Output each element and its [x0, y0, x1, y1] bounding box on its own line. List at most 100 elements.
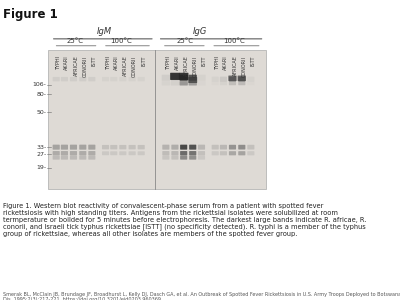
Text: Figure 1: Figure 1 [3, 8, 58, 21]
FancyBboxPatch shape [138, 77, 145, 81]
Text: AFRICAE: AFRICAE [232, 56, 238, 76]
Text: TYPHI: TYPHI [166, 56, 171, 70]
Text: ISTT: ISTT [202, 56, 206, 66]
FancyBboxPatch shape [229, 145, 236, 149]
Text: ISTT: ISTT [251, 56, 256, 66]
FancyBboxPatch shape [171, 75, 179, 81]
FancyBboxPatch shape [228, 76, 237, 81]
FancyBboxPatch shape [53, 151, 60, 155]
FancyBboxPatch shape [119, 77, 126, 81]
FancyBboxPatch shape [188, 81, 197, 85]
FancyBboxPatch shape [79, 151, 86, 155]
Text: ISTT: ISTT [92, 56, 97, 66]
FancyBboxPatch shape [138, 151, 145, 155]
FancyBboxPatch shape [53, 145, 60, 150]
Text: Figure 1. Western blot reactivity of convalescent-phase serum from a patient wit: Figure 1. Western blot reactivity of con… [3, 203, 366, 237]
FancyBboxPatch shape [79, 77, 86, 81]
FancyBboxPatch shape [61, 77, 68, 81]
FancyBboxPatch shape [198, 151, 205, 155]
FancyBboxPatch shape [212, 81, 219, 85]
FancyBboxPatch shape [198, 145, 205, 150]
Text: Smerak BL, McClain JB, Brundage JF, Broadhurst L, Kelly DJ, Dasch GA, et al. An : Smerak BL, McClain JB, Brundage JF, Broa… [3, 292, 400, 300]
FancyBboxPatch shape [212, 145, 219, 149]
Text: AKARI: AKARI [175, 56, 180, 70]
FancyBboxPatch shape [128, 151, 136, 155]
FancyBboxPatch shape [220, 76, 227, 82]
FancyBboxPatch shape [119, 151, 126, 155]
FancyBboxPatch shape [171, 156, 178, 160]
Text: 33-: 33- [36, 145, 47, 150]
FancyBboxPatch shape [180, 75, 188, 81]
FancyBboxPatch shape [180, 156, 187, 160]
Text: AFRICAE: AFRICAE [123, 56, 128, 76]
FancyBboxPatch shape [79, 145, 86, 150]
FancyBboxPatch shape [162, 145, 170, 150]
Text: 25°C: 25°C [176, 38, 194, 44]
FancyBboxPatch shape [128, 77, 136, 81]
FancyBboxPatch shape [197, 75, 206, 81]
FancyBboxPatch shape [119, 145, 126, 149]
FancyBboxPatch shape [238, 76, 246, 81]
Text: 100°C: 100°C [224, 38, 245, 44]
FancyBboxPatch shape [88, 77, 96, 81]
FancyBboxPatch shape [162, 151, 170, 155]
FancyBboxPatch shape [162, 81, 170, 85]
FancyBboxPatch shape [247, 145, 254, 149]
FancyBboxPatch shape [189, 151, 196, 155]
FancyBboxPatch shape [88, 145, 96, 150]
FancyBboxPatch shape [61, 156, 68, 160]
FancyBboxPatch shape [70, 151, 77, 155]
FancyBboxPatch shape [238, 151, 245, 155]
FancyBboxPatch shape [198, 156, 205, 160]
FancyBboxPatch shape [128, 145, 136, 149]
Text: TYPHI: TYPHI [56, 56, 61, 70]
FancyBboxPatch shape [171, 145, 178, 150]
FancyBboxPatch shape [197, 81, 206, 85]
FancyBboxPatch shape [102, 77, 109, 81]
FancyBboxPatch shape [179, 73, 188, 80]
FancyBboxPatch shape [102, 145, 109, 149]
FancyBboxPatch shape [212, 76, 219, 82]
FancyBboxPatch shape [220, 81, 227, 85]
Text: TYPHI: TYPHI [215, 56, 220, 70]
FancyBboxPatch shape [162, 156, 170, 160]
Text: CONORII: CONORII [83, 56, 88, 76]
FancyBboxPatch shape [61, 151, 68, 155]
FancyBboxPatch shape [70, 145, 77, 150]
Text: 80-: 80- [37, 92, 47, 97]
FancyBboxPatch shape [188, 75, 197, 81]
Text: 25°C: 25°C [67, 38, 84, 44]
Text: CONORII: CONORII [132, 56, 137, 76]
FancyBboxPatch shape [229, 151, 236, 155]
Text: AFRICAE: AFRICAE [74, 56, 78, 76]
FancyBboxPatch shape [238, 81, 245, 85]
Text: 100°C: 100°C [110, 38, 132, 44]
Text: AKARI: AKARI [64, 56, 70, 70]
Text: ISTT: ISTT [141, 56, 146, 66]
FancyBboxPatch shape [88, 151, 96, 155]
Text: 50-: 50- [37, 110, 47, 115]
FancyBboxPatch shape [220, 145, 227, 149]
FancyBboxPatch shape [180, 151, 187, 155]
FancyBboxPatch shape [238, 145, 245, 149]
Text: IgM: IgM [97, 27, 112, 36]
Text: TYPHI: TYPHI [106, 56, 110, 70]
FancyBboxPatch shape [53, 156, 60, 160]
FancyBboxPatch shape [220, 151, 227, 155]
Text: IgG: IgG [193, 27, 207, 36]
FancyBboxPatch shape [188, 77, 197, 83]
FancyBboxPatch shape [138, 145, 145, 149]
FancyBboxPatch shape [189, 156, 196, 160]
Text: 27-: 27- [36, 152, 47, 157]
FancyBboxPatch shape [189, 145, 196, 150]
Text: AFRICAE: AFRICAE [184, 56, 189, 76]
FancyBboxPatch shape [53, 77, 60, 81]
FancyBboxPatch shape [162, 75, 170, 81]
FancyBboxPatch shape [110, 151, 117, 155]
Text: AKARI: AKARI [224, 56, 228, 70]
FancyBboxPatch shape [212, 151, 219, 155]
Text: 106-: 106- [33, 82, 47, 87]
FancyBboxPatch shape [229, 76, 236, 82]
FancyBboxPatch shape [48, 50, 266, 189]
FancyBboxPatch shape [171, 151, 178, 155]
